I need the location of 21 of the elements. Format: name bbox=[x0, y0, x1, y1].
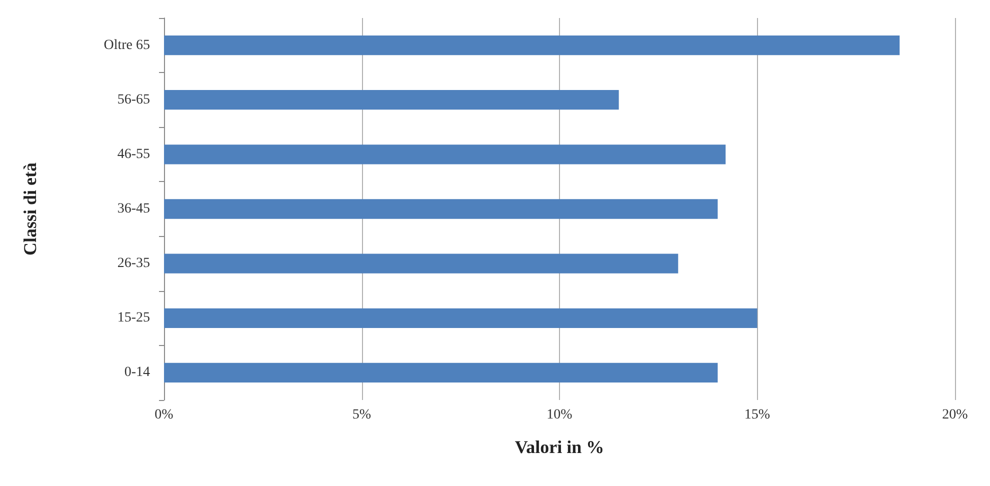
x-tick-label: 0% bbox=[154, 408, 174, 422]
bar bbox=[164, 35, 900, 56]
x-tick-label: 10% bbox=[546, 408, 573, 422]
y-axis-title: Classi di età bbox=[20, 162, 40, 256]
bar bbox=[164, 144, 726, 164]
x-tick-label: 5% bbox=[352, 408, 372, 422]
y-tick-label: 15-25 bbox=[117, 310, 150, 326]
y-tick-label: 46-55 bbox=[117, 146, 150, 162]
y-tick-label: 56-65 bbox=[117, 92, 150, 108]
x-tick-label: 20% bbox=[942, 408, 968, 422]
bar bbox=[164, 199, 718, 219]
bar bbox=[164, 362, 718, 383]
y-tick-label: Oltre 65 bbox=[104, 38, 150, 53]
y-tick-label: 36-45 bbox=[117, 202, 150, 216]
y-tick-label: 0-14 bbox=[124, 365, 150, 380]
x-axis-title: Valori in % bbox=[514, 437, 604, 457]
bar bbox=[164, 254, 678, 274]
y-tick-label: 26-35 bbox=[117, 256, 150, 272]
bar bbox=[164, 90, 619, 110]
bar bbox=[164, 308, 758, 328]
x-tick-label: 15% bbox=[744, 408, 770, 422]
